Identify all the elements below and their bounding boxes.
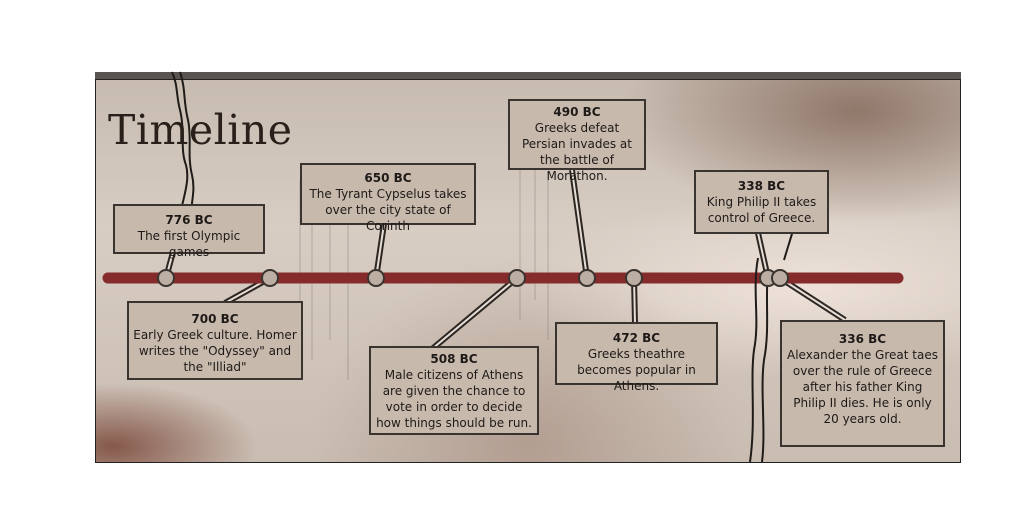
event-box-338bc: 338 BC King Philip II takes control of G… bbox=[694, 170, 829, 234]
event-text: The first Olympic games bbox=[137, 229, 241, 259]
event-date: 490 BC bbox=[553, 105, 601, 119]
event-text: Early Greek culture. Homer writes the "O… bbox=[133, 328, 297, 374]
event-date: 338 BC bbox=[737, 179, 786, 193]
event-box-472bc: 472 BC Greeks theathre becomes popular i… bbox=[555, 322, 718, 393]
event-date: 650 BC bbox=[364, 171, 412, 185]
timeline-dot-336bc bbox=[771, 269, 789, 287]
event-date: 472 BC bbox=[612, 331, 661, 345]
event-date: 336 BC bbox=[838, 332, 887, 346]
event-box-650bc: 650 BC The Tyrant Cypselus takes over th… bbox=[300, 163, 476, 233]
timeline-dot-508bc bbox=[508, 269, 526, 287]
event-text: Alexander the Great taes over the rule o… bbox=[787, 348, 938, 426]
event-box-776bc: 776 BC The first Olympic games bbox=[113, 204, 265, 259]
timeline-dot-700bc bbox=[261, 269, 279, 287]
event-box-490bc: 490 BC Greeks defeat Persian invades at … bbox=[508, 99, 646, 183]
parchment-top-edge bbox=[95, 72, 961, 80]
event-box-336bc: 336 BC Alexander the Great taes over the… bbox=[780, 320, 945, 447]
event-text: Greeks defeat Persian invades at the bat… bbox=[521, 121, 632, 183]
timeline-dot-490bc bbox=[578, 269, 596, 287]
event-text: Greeks theathre becomes popular in Athen… bbox=[577, 347, 696, 393]
event-box-700bc: 700 BC Early Greek culture. Homer writes… bbox=[127, 301, 303, 380]
event-text: King Philip II takes control of Greece. bbox=[706, 195, 817, 225]
event-date: 700 BC bbox=[191, 312, 239, 326]
event-text: The Tyrant Cypselus takes over the city … bbox=[309, 187, 467, 233]
page-title: Timeline bbox=[108, 106, 293, 154]
event-box-508bc: 508 BC Male citizens of Athens are given… bbox=[369, 346, 539, 435]
event-text: Male citizens of Athens are given the ch… bbox=[376, 368, 532, 430]
timeline-dot-650bc bbox=[367, 269, 385, 287]
timeline-dot-472bc bbox=[625, 269, 643, 287]
event-date: 508 BC bbox=[430, 352, 478, 366]
event-date: 776 BC bbox=[165, 213, 213, 227]
timeline-dot-776bc bbox=[157, 269, 175, 287]
